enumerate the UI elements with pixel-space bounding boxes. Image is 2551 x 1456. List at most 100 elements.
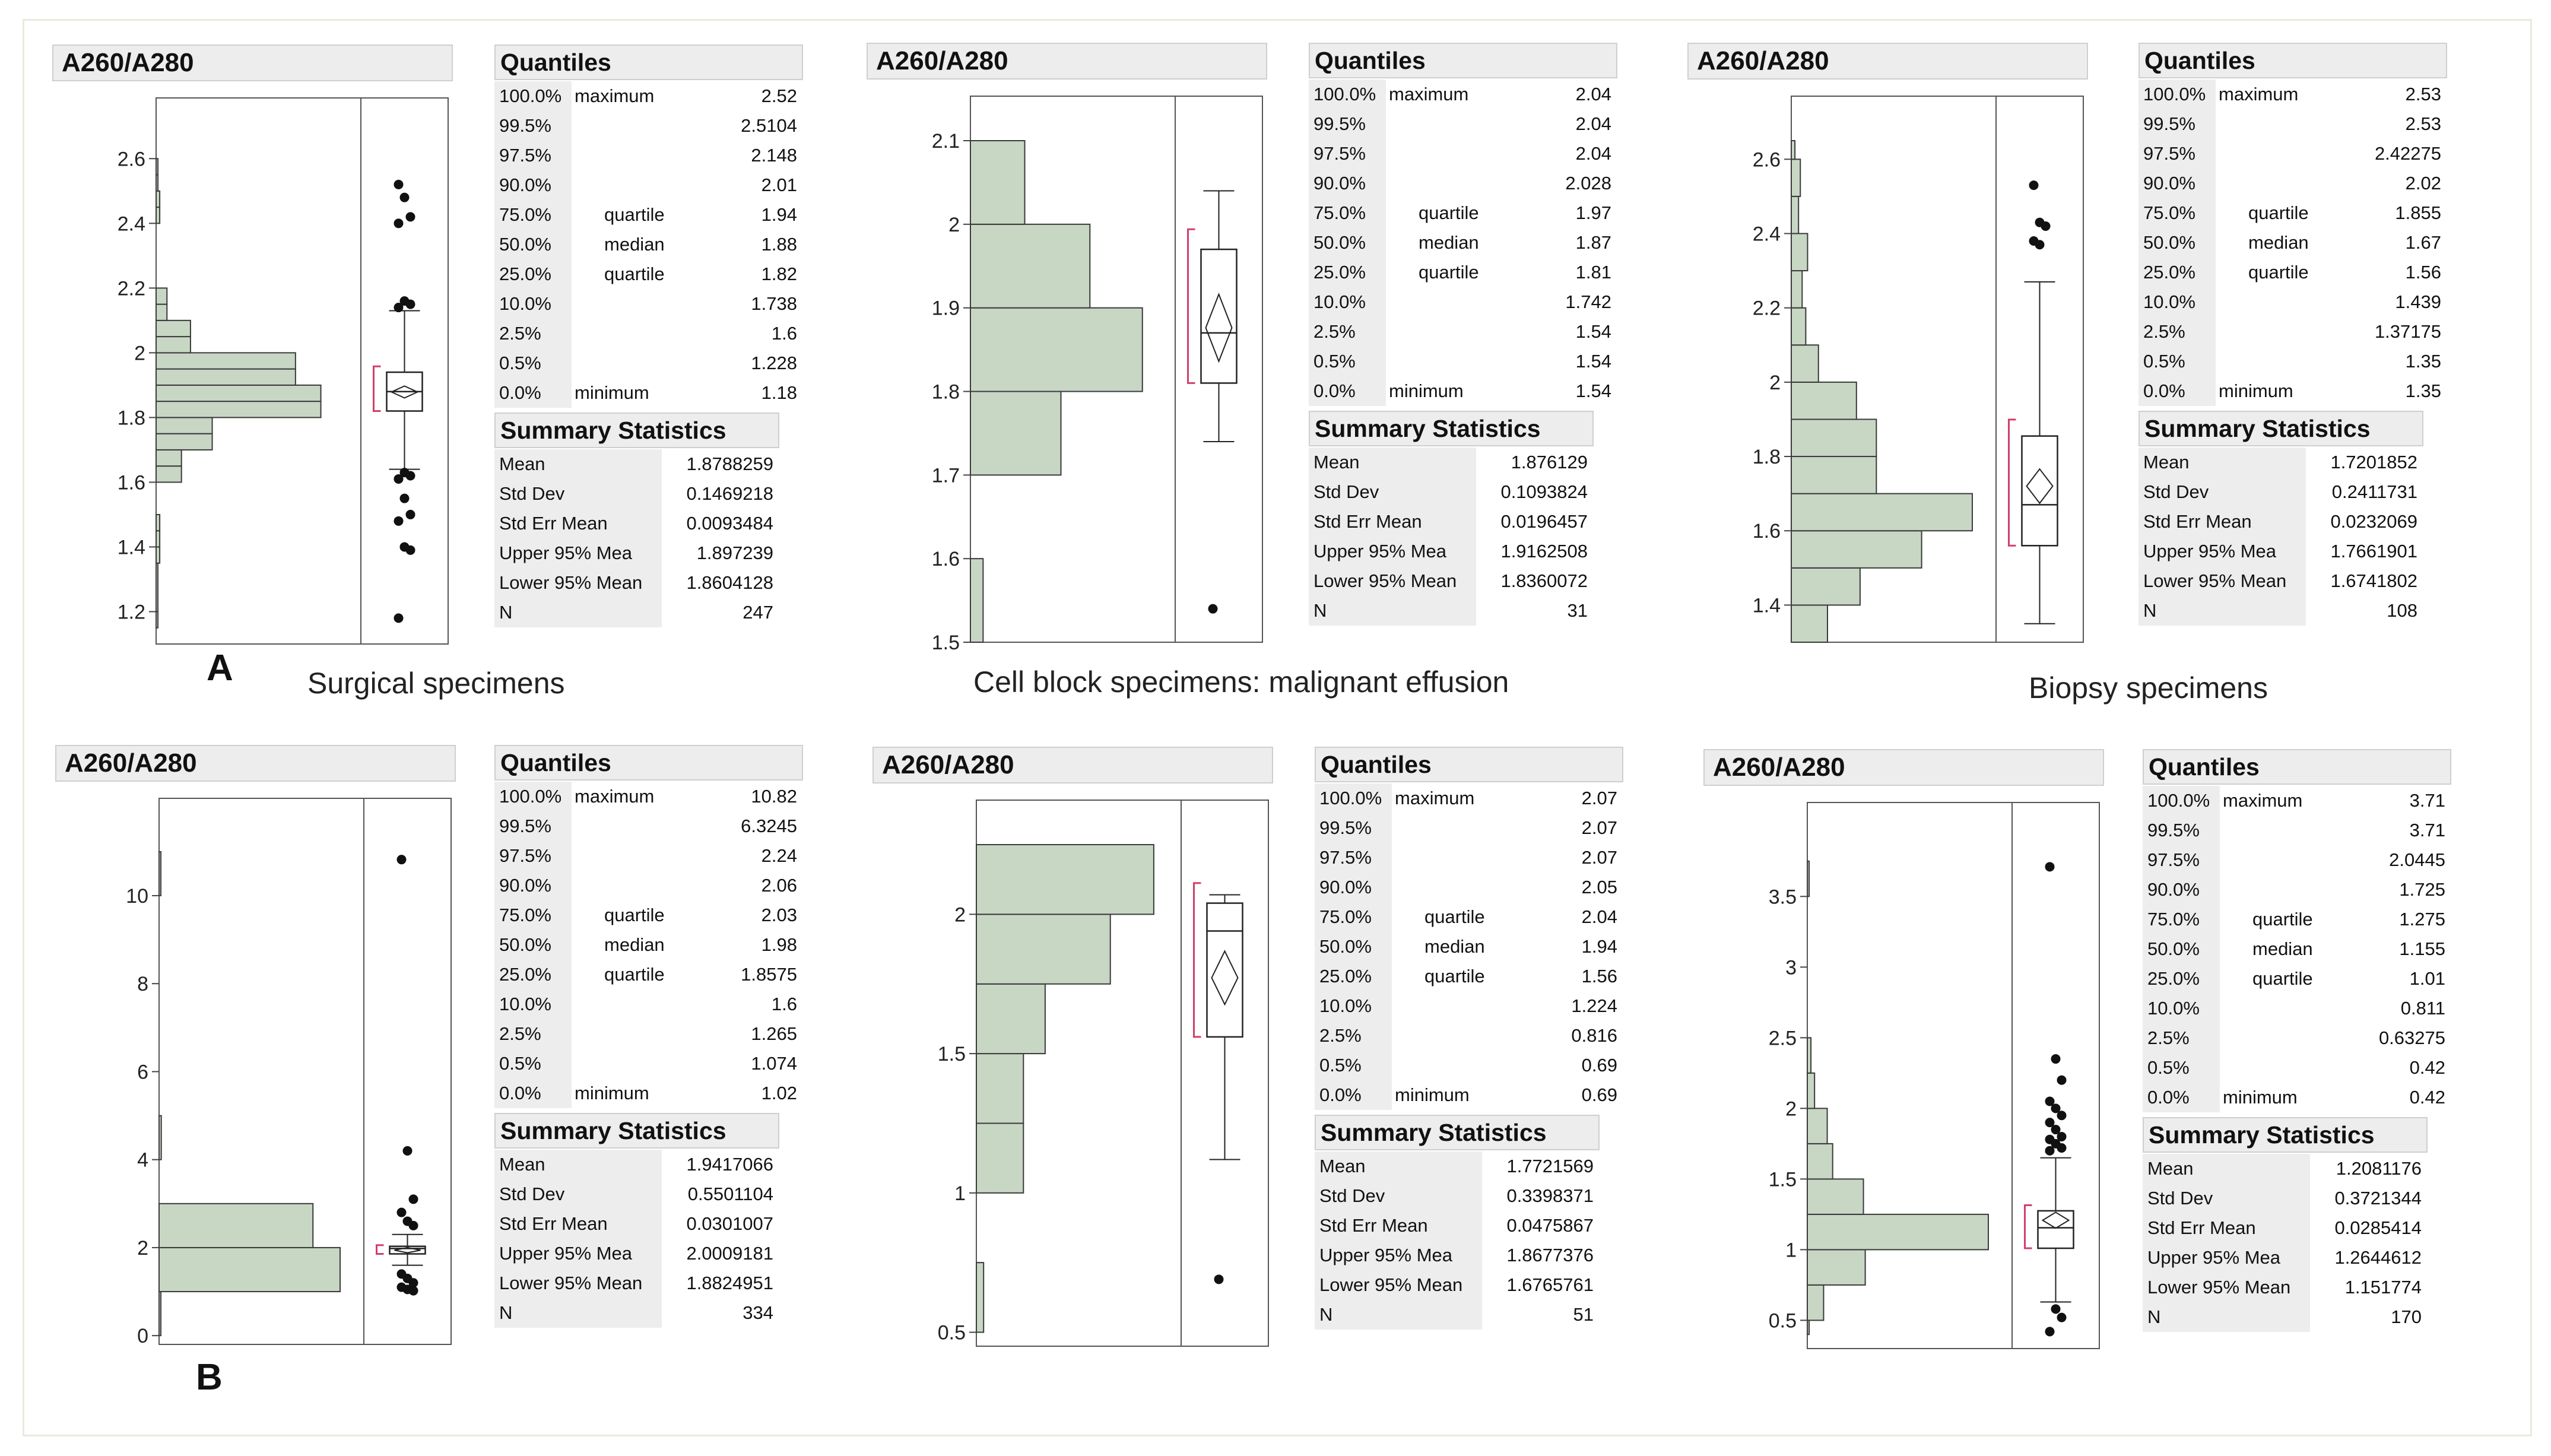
summary-row: Std Err Mean 0.0093484 [494, 509, 773, 538]
quantile-value: 1.98 [761, 934, 797, 955]
quantile-row: 10.0% 1.742 [1309, 287, 1611, 317]
quantile-value: 2.02 [2405, 173, 2441, 194]
outlier-point [405, 212, 415, 222]
y-tick-label: 3.5 [1769, 886, 1797, 908]
quantile-level: 90.0% [494, 871, 572, 900]
histogram-bar [156, 190, 161, 208]
summary-label: Mean [1315, 1152, 1482, 1181]
summary-value: 108 [2387, 600, 2417, 621]
summary-value: 1.897239 [696, 543, 773, 563]
y-tick-label: 0 [137, 1325, 148, 1347]
quantile-level: 90.0% [494, 170, 572, 200]
summary-value: 0.1469218 [686, 483, 773, 504]
histogram-bar [1807, 1284, 1825, 1321]
quantile-value: 0.42 [2409, 1057, 2445, 1078]
summary-row: Lower 95% Mean 1.8604128 [494, 568, 773, 598]
quantile-level: 0.0% [494, 378, 572, 408]
distribution-title: A260/A280 [872, 747, 1273, 783]
caption-surgical: Surgical specimens [307, 667, 565, 700]
quantile-value: 0.69 [1581, 1055, 1617, 1076]
quantile-value: 2.07 [1581, 847, 1617, 868]
summary-row: N 31 [1309, 596, 1588, 626]
quantile-row: 97.5% 2.0445 [2143, 845, 2445, 875]
summary-row: N 51 [1315, 1300, 1594, 1330]
quantile-value: 1.228 [751, 353, 797, 373]
stats-tables: Quantiles 100.0% maximum 2.07 99.5% 2.07 97.5%… [1315, 747, 1623, 1340]
summary-value: 247 [743, 602, 773, 623]
quantile-level: 75.0% [2143, 905, 2220, 934]
y-tick-label: 2.6 [118, 148, 145, 170]
quantile-desc: quartile [2248, 202, 2309, 223]
quantile-row: 25.0% quartile 1.01 [2143, 964, 2445, 994]
quantile-level: 75.0% [494, 200, 572, 230]
outlier-point [2051, 1125, 2061, 1135]
histogram-bar [156, 368, 296, 386]
quantile-value: 0.816 [1571, 1025, 1617, 1046]
distribution-title: A260/A280 [1703, 749, 2104, 786]
histogram-boxplot-svg: 0.5 1 1.5 2 2.5 3 3.5 [1769, 802, 2100, 1349]
quantile-value: 2.53 [2405, 113, 2441, 134]
summary-row: Upper 95% Mea 1.2644612 [2143, 1243, 2422, 1273]
histogram-bar [156, 611, 159, 629]
quantile-level: 50.0% [2138, 228, 2216, 258]
histogram-bar [158, 1246, 341, 1293]
shortest-half-bracket [1187, 228, 1195, 384]
outlier-point [394, 303, 404, 313]
histogram-bar [156, 433, 213, 451]
summary-row: Lower 95% Mean 1.151774 [2143, 1273, 2422, 1302]
box-iqr [2037, 1210, 2074, 1249]
summary-label: Std Err Mean [2138, 507, 2306, 537]
histogram-boxplot-svg: 1.5 1.6 1.7 1.8 1.9 2 2.1 [932, 96, 1263, 654]
quantile-value: 1.54 [1575, 380, 1611, 401]
quantile-level: 25.0% [1309, 258, 1386, 287]
quantile-desc: median [1419, 232, 1479, 253]
summary-label: Upper 95% Mea [1309, 537, 1476, 566]
stats-tables: Quantiles 100.0% maximum 3.71 99.5% 3.71 97.5%… [2143, 749, 2451, 1343]
quantile-value: 1.94 [1581, 936, 1617, 957]
quantile-row: 50.0% median 1.87 [1309, 228, 1611, 258]
outlier-point [2057, 1143, 2067, 1153]
histogram-bar [1791, 195, 1800, 234]
summary-value: 0.0475867 [1506, 1215, 1594, 1236]
y-tick-label: 1.4 [1753, 594, 1781, 617]
outlier-point [408, 1220, 418, 1230]
summary-row: Std Err Mean 0.0232069 [2138, 507, 2417, 537]
quantile-desc: median [604, 934, 665, 955]
summary-label: N [494, 1298, 662, 1328]
quantile-level: 75.0% [494, 900, 572, 930]
quantile-row: 99.5% 3.71 [2143, 816, 2445, 845]
histogram-bar [1807, 1037, 1812, 1074]
quantile-value: 0.69 [1581, 1084, 1617, 1105]
quantile-row: 0.5% 1.074 [494, 1049, 797, 1078]
quantile-value: 2.07 [1581, 788, 1617, 808]
quantile-value: 2.04 [1581, 906, 1617, 927]
quantile-desc: median [2248, 232, 2309, 253]
histogram-bar [1791, 418, 1877, 458]
quantiles-title: Quantiles [494, 745, 803, 781]
summary-value: 1.8824951 [686, 1273, 773, 1293]
distribution-panel: A260/A280 0 2 4 6 8 10 Quantiles 100.0% maximum 10… [55, 745, 851, 1368]
y-tick-label: 8 [137, 973, 148, 995]
quantile-desc: quartile [2252, 968, 2313, 989]
histogram-boxplot-svg: 1.2 1.4 1.6 1.8 2 2.2 2.4 2.6 [118, 97, 449, 645]
mean-diamond [1205, 293, 1233, 363]
quantile-row: 0.0% minimum 1.54 [1309, 376, 1611, 406]
histogram-bar [1807, 1319, 1810, 1336]
histogram-bar [1791, 567, 1861, 606]
quantile-value: 1.855 [2395, 202, 2441, 223]
quantile-value: 1.82 [761, 264, 797, 284]
summary-value: 1.8788259 [686, 453, 773, 474]
quantile-desc: minimum [575, 1083, 649, 1103]
quantile-row: 99.5% 2.04 [1309, 109, 1611, 139]
quantile-value: 0.42 [2409, 1087, 2445, 1108]
histogram-bar [976, 1122, 1024, 1194]
shortest-half-bracket [2008, 418, 2016, 547]
summary-value: 1.9162508 [1500, 541, 1588, 562]
summary-value: 2.0009181 [686, 1243, 773, 1264]
histogram-bar [158, 1115, 162, 1160]
summary-row: Mean 1.2081176 [2143, 1154, 2422, 1184]
summary-label: Mean [1309, 448, 1476, 477]
quantile-desc: minimum [2223, 1087, 2298, 1108]
quantile-level: 10.0% [494, 289, 572, 319]
quantile-row: 90.0% 2.06 [494, 871, 797, 900]
